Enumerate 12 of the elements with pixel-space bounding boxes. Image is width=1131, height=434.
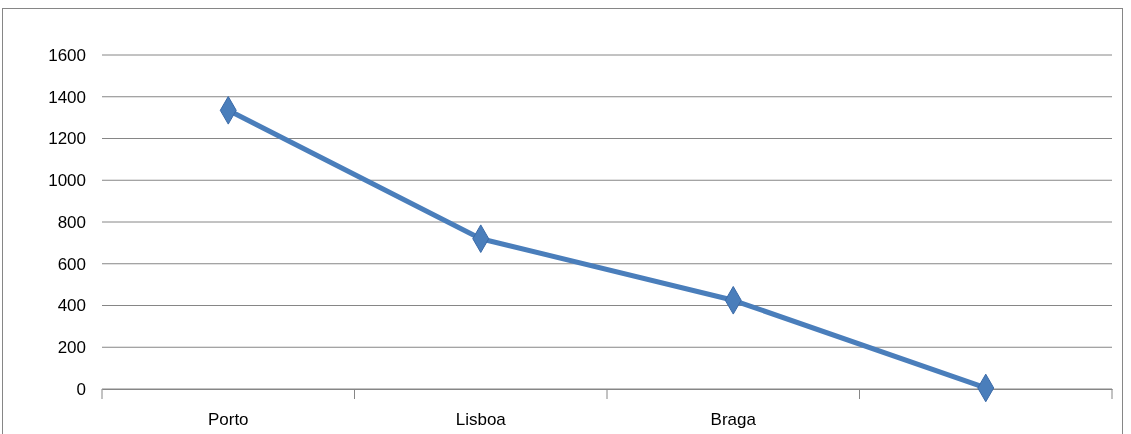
y-tick-label: 1200 [48, 129, 86, 149]
y-tick-label: 1000 [48, 171, 86, 191]
y-tick-label: 1600 [48, 45, 86, 65]
x-tick-label: Lisboa [455, 410, 507, 430]
x-tick-label: Braga [710, 410, 757, 430]
y-tick-label: 400 [57, 296, 86, 316]
y-tick-label: 800 [57, 212, 86, 232]
y-tick-label: 0 [76, 379, 86, 399]
y-tick-label: 1400 [48, 87, 86, 107]
x-tick-label: Porto [207, 410, 249, 430]
y-tick-label: 600 [57, 254, 86, 274]
y-tick-label: 200 [57, 338, 86, 358]
